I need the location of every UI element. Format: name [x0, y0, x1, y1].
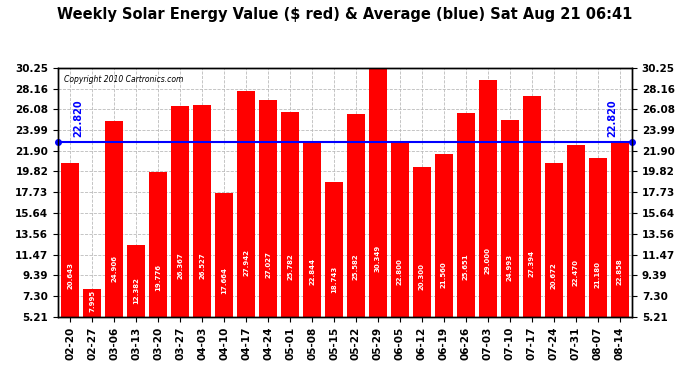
Text: 21.560: 21.560: [441, 261, 447, 288]
Bar: [589, 158, 607, 317]
Text: 20.672: 20.672: [551, 262, 557, 289]
Text: 22.820: 22.820: [72, 99, 83, 136]
Bar: [303, 141, 322, 317]
Bar: [259, 100, 277, 317]
Text: 25.782: 25.782: [287, 253, 293, 280]
Text: 25.582: 25.582: [353, 254, 359, 280]
Bar: [105, 121, 124, 317]
Bar: [127, 246, 146, 317]
Bar: [170, 106, 189, 317]
Text: 27.942: 27.942: [243, 249, 249, 276]
Bar: [83, 289, 101, 317]
Text: 24.906: 24.906: [111, 255, 117, 282]
Bar: [566, 145, 585, 317]
Bar: [457, 114, 475, 317]
Bar: [479, 80, 497, 317]
Text: 12.382: 12.382: [133, 277, 139, 304]
Bar: [325, 182, 344, 317]
Bar: [391, 142, 409, 317]
Text: 22.844: 22.844: [309, 258, 315, 285]
Text: 19.776: 19.776: [155, 264, 161, 291]
Bar: [346, 114, 365, 317]
Bar: [61, 163, 79, 317]
Bar: [149, 172, 168, 317]
Bar: [193, 105, 211, 317]
Text: 29.000: 29.000: [485, 247, 491, 274]
Text: 18.743: 18.743: [331, 265, 337, 292]
Bar: [215, 193, 233, 317]
Bar: [522, 96, 541, 317]
Bar: [368, 67, 387, 317]
Text: Copyright 2010 Cartronics.com: Copyright 2010 Cartronics.com: [63, 75, 183, 84]
Bar: [611, 141, 629, 317]
Text: 27.394: 27.394: [529, 250, 535, 277]
Text: 26.527: 26.527: [199, 252, 205, 279]
Bar: [501, 120, 520, 317]
Bar: [281, 112, 299, 317]
Bar: [544, 163, 563, 317]
Text: 22.820: 22.820: [607, 99, 618, 136]
Text: 22.800: 22.800: [397, 258, 403, 285]
Bar: [435, 154, 453, 317]
Text: 7.995: 7.995: [89, 290, 95, 312]
Text: 30.349: 30.349: [375, 244, 381, 272]
Text: 20.300: 20.300: [419, 263, 425, 290]
Text: 22.470: 22.470: [573, 259, 579, 286]
Text: 21.180: 21.180: [595, 261, 601, 288]
Text: 17.664: 17.664: [221, 267, 227, 294]
Text: Weekly Solar Energy Value ($ red) & Average (blue) Sat Aug 21 06:41: Weekly Solar Energy Value ($ red) & Aver…: [57, 8, 633, 22]
Bar: [413, 167, 431, 317]
Text: 26.367: 26.367: [177, 252, 183, 279]
Text: 24.993: 24.993: [507, 254, 513, 281]
Text: 22.858: 22.858: [617, 258, 623, 285]
Bar: [237, 91, 255, 317]
Text: 25.651: 25.651: [463, 254, 469, 280]
Text: 20.643: 20.643: [67, 262, 73, 289]
Text: 27.027: 27.027: [265, 251, 271, 278]
